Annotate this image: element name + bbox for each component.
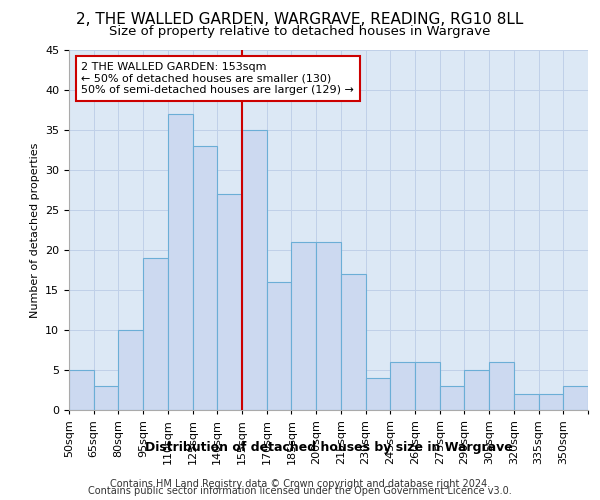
- Bar: [563, 386, 588, 410]
- Text: Size of property relative to detached houses in Wargrave: Size of property relative to detached ho…: [109, 25, 491, 38]
- Text: 2 THE WALLED GARDEN: 153sqm
← 50% of detached houses are smaller (130)
50% of se: 2 THE WALLED GARDEN: 153sqm ← 50% of det…: [82, 62, 354, 95]
- Text: 2, THE WALLED GARDEN, WARGRAVE, READING, RG10 8LL: 2, THE WALLED GARDEN, WARGRAVE, READING,…: [76, 12, 524, 28]
- Bar: [514, 394, 539, 410]
- Bar: [365, 378, 390, 410]
- Bar: [440, 386, 464, 410]
- Text: Distribution of detached houses by size in Wargrave: Distribution of detached houses by size …: [145, 441, 512, 454]
- Bar: [390, 362, 415, 410]
- Bar: [118, 330, 143, 410]
- Bar: [143, 258, 168, 410]
- Bar: [489, 362, 514, 410]
- Bar: [217, 194, 242, 410]
- Bar: [193, 146, 217, 410]
- Y-axis label: Number of detached properties: Number of detached properties: [29, 142, 40, 318]
- Bar: [242, 130, 267, 410]
- Bar: [292, 242, 316, 410]
- Bar: [69, 370, 94, 410]
- Bar: [168, 114, 193, 410]
- Bar: [267, 282, 292, 410]
- Bar: [415, 362, 440, 410]
- Bar: [94, 386, 118, 410]
- Text: Contains HM Land Registry data © Crown copyright and database right 2024.: Contains HM Land Registry data © Crown c…: [110, 479, 490, 489]
- Bar: [539, 394, 563, 410]
- Bar: [316, 242, 341, 410]
- Text: Contains public sector information licensed under the Open Government Licence v3: Contains public sector information licen…: [88, 486, 512, 496]
- Bar: [464, 370, 489, 410]
- Bar: [341, 274, 365, 410]
